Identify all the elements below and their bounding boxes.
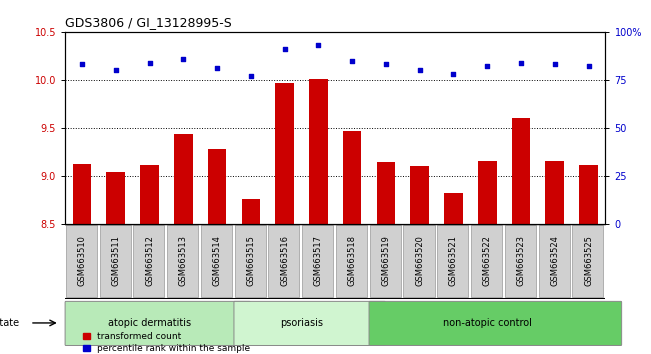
FancyBboxPatch shape (336, 225, 367, 297)
Text: disease state: disease state (0, 318, 19, 328)
FancyBboxPatch shape (167, 225, 198, 297)
Point (313, 42, 324, 48)
FancyBboxPatch shape (66, 225, 97, 297)
Text: GSM663515: GSM663515 (246, 235, 255, 286)
Text: GDS3806 / GI_13128995-S: GDS3806 / GI_13128995-S (65, 16, 232, 29)
Text: GSM663512: GSM663512 (145, 235, 154, 286)
Point (516, 60, 526, 65)
Point (145, 60, 155, 65)
FancyBboxPatch shape (404, 225, 435, 297)
Text: non-atopic control: non-atopic control (443, 318, 532, 328)
Text: psoriasis: psoriasis (280, 318, 323, 328)
FancyBboxPatch shape (201, 225, 232, 297)
Text: GSM663510: GSM663510 (77, 235, 87, 286)
Bar (174, 133, 193, 224)
Text: GSM663517: GSM663517 (314, 235, 323, 286)
Bar (478, 161, 497, 224)
Point (482, 64, 492, 69)
Text: GSM663522: GSM663522 (483, 235, 492, 286)
FancyBboxPatch shape (234, 225, 266, 297)
Text: GSM663520: GSM663520 (415, 235, 424, 286)
Point (111, 67, 121, 73)
FancyBboxPatch shape (572, 225, 603, 297)
Bar (579, 165, 598, 224)
Text: GSM663514: GSM663514 (213, 235, 221, 286)
Bar (512, 118, 531, 224)
Text: GSM663516: GSM663516 (280, 235, 289, 286)
Point (549, 62, 560, 67)
Point (178, 56, 189, 62)
Point (381, 62, 391, 67)
Bar (107, 172, 125, 224)
Point (279, 46, 290, 52)
Bar (444, 193, 463, 224)
Text: GSM663518: GSM663518 (348, 235, 357, 286)
FancyBboxPatch shape (302, 225, 333, 297)
Text: GSM663519: GSM663519 (381, 235, 391, 286)
Bar (377, 162, 395, 224)
Bar (140, 165, 159, 224)
FancyBboxPatch shape (133, 225, 165, 297)
FancyBboxPatch shape (234, 301, 385, 346)
FancyBboxPatch shape (437, 225, 468, 297)
Text: GSM663513: GSM663513 (179, 235, 187, 286)
Text: GSM663524: GSM663524 (550, 235, 559, 286)
Bar (343, 131, 361, 224)
Point (415, 67, 425, 73)
Legend: transformed count, percentile rank within the sample: transformed count, percentile rank withi… (83, 332, 250, 353)
Text: GSM663511: GSM663511 (111, 235, 120, 286)
Bar (309, 79, 327, 224)
FancyBboxPatch shape (100, 225, 131, 297)
Point (449, 71, 459, 77)
Bar (73, 164, 91, 224)
Point (347, 58, 357, 63)
FancyBboxPatch shape (268, 225, 299, 297)
Point (583, 64, 594, 69)
Point (77, 62, 87, 67)
Bar (242, 199, 260, 224)
Bar (275, 83, 294, 224)
Text: atopic dermatitis: atopic dermatitis (108, 318, 191, 328)
FancyBboxPatch shape (538, 225, 570, 297)
FancyBboxPatch shape (370, 225, 401, 297)
Point (212, 65, 222, 71)
Bar (546, 161, 564, 224)
Bar (208, 149, 227, 224)
Text: GSM663525: GSM663525 (584, 235, 593, 286)
Point (245, 73, 256, 79)
FancyBboxPatch shape (505, 225, 536, 297)
Text: GSM663523: GSM663523 (516, 235, 525, 286)
FancyBboxPatch shape (369, 301, 622, 346)
Bar (410, 166, 429, 224)
FancyBboxPatch shape (471, 225, 502, 297)
Text: GSM663521: GSM663521 (449, 235, 458, 286)
FancyBboxPatch shape (65, 301, 250, 346)
